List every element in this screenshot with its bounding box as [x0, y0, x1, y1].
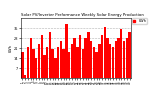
Bar — [46, 47, 48, 78]
Bar — [98, 44, 100, 78]
Bar — [24, 75, 26, 78]
Bar — [106, 38, 109, 78]
Y-axis label: kWh: kWh — [8, 44, 12, 52]
Bar — [120, 29, 123, 78]
Bar — [68, 52, 70, 78]
Bar — [40, 35, 43, 78]
Bar — [90, 41, 92, 78]
Bar — [52, 49, 54, 78]
Bar — [65, 24, 68, 78]
Bar — [123, 41, 125, 78]
Bar — [101, 35, 103, 78]
Bar — [73, 38, 76, 78]
Bar — [84, 38, 87, 78]
Bar — [21, 52, 24, 78]
Bar — [112, 47, 114, 78]
Bar — [43, 55, 46, 78]
Bar — [126, 38, 128, 78]
Bar — [104, 27, 106, 78]
Bar — [95, 52, 98, 78]
Bar — [62, 49, 65, 78]
Text: Solar PV/Inverter Performance Weekly Solar Energy Production: Solar PV/Inverter Performance Weekly Sol… — [21, 13, 144, 17]
Legend: kWh: kWh — [132, 18, 147, 24]
Bar — [29, 38, 32, 78]
Bar — [57, 47, 59, 78]
Bar — [60, 41, 62, 78]
Bar — [71, 44, 73, 78]
Bar — [93, 47, 95, 78]
Bar — [35, 58, 37, 78]
Bar — [115, 41, 117, 78]
Bar — [76, 47, 79, 78]
Bar — [109, 44, 112, 78]
Bar — [54, 58, 57, 78]
Bar — [82, 49, 84, 78]
Bar — [27, 47, 29, 78]
Bar — [117, 38, 120, 78]
Bar — [32, 49, 35, 78]
Bar — [87, 32, 90, 78]
Bar — [128, 32, 131, 78]
Bar — [38, 44, 40, 78]
Bar — [79, 35, 81, 78]
Bar — [49, 32, 51, 78]
